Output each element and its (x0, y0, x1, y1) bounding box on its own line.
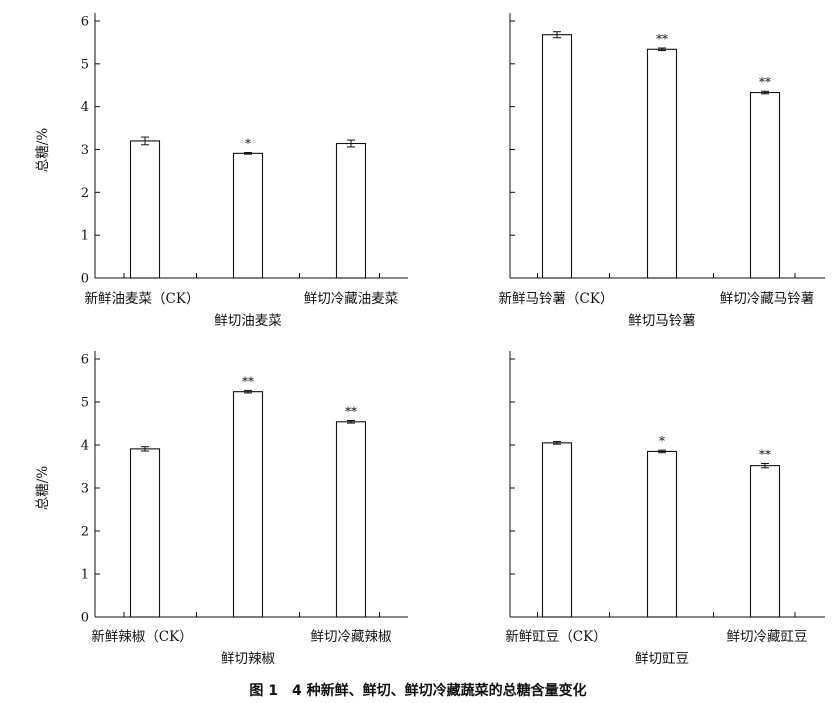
error-bar (347, 139, 355, 148)
x-category-label: 鲜切冷藏豇豆 (727, 629, 808, 645)
significance-mark: * (245, 136, 251, 150)
x-category-label: 鲜切冷藏马铃薯 (720, 291, 815, 307)
significance-mark: ** (345, 404, 357, 418)
bar (232, 391, 264, 618)
error-bar (141, 136, 149, 146)
y-tick-label: 0 (81, 272, 89, 287)
bar (749, 91, 781, 279)
y-tick-label: 6 (81, 353, 89, 368)
bar (646, 48, 678, 279)
bar (749, 465, 781, 618)
x-category-label: 新鲜辣椒（CK） (91, 629, 192, 645)
error-bar (761, 462, 769, 469)
x-category-label: 新鲜马铃薯（CK） (499, 291, 614, 307)
y-tick-label: 3 (81, 143, 89, 158)
error-bar (141, 446, 149, 452)
error-bar (658, 449, 666, 454)
bar (335, 142, 367, 279)
x-category-label: 新鲜油麦菜（CK） (85, 291, 200, 307)
error-bar (244, 151, 252, 155)
bar (646, 450, 678, 618)
y-tick-label: 6 (81, 15, 89, 30)
error-bar (347, 419, 355, 424)
error-bar (244, 389, 252, 394)
x-category-label: 鲜切油麦菜 (214, 313, 282, 329)
y-axis-label: 总糖/% (35, 466, 51, 511)
y-tick-label: 3 (81, 482, 89, 497)
significance-mark: ** (759, 75, 771, 89)
y-tick-label: 5 (81, 396, 89, 411)
y-tick-label: 4 (81, 100, 89, 115)
y-tick-label: 1 (81, 229, 89, 244)
error-bar (658, 47, 666, 52)
x-category-label: 鲜切豇豆 (635, 651, 689, 667)
bar (541, 34, 573, 279)
significance-mark: ** (242, 374, 254, 388)
x-category-label: 鲜切冷藏辣椒 (311, 629, 392, 645)
y-tick-label: 1 (81, 568, 89, 583)
y-tick-label: 2 (81, 525, 89, 540)
y-tick-label: 4 (81, 439, 89, 454)
chart-panel-1: 0 1 2 3 4 5 6 总糖/% * 新鲜油麦菜（CK） 鲜切油麦菜 鲜切冷藏油麦菜 (35, 13, 408, 329)
significance-mark: ** (759, 447, 771, 461)
x-category-label: 鲜切冷藏油麦菜 (304, 291, 399, 307)
error-bar (553, 31, 561, 39)
bar (541, 442, 573, 618)
error-bar (553, 441, 561, 445)
x-category-label: 鲜切辣椒 (221, 651, 275, 667)
x-category-label: 鲜切马铃薯 (628, 313, 696, 329)
significance-mark: * (659, 434, 665, 448)
bar (335, 421, 367, 618)
chart-panel-2: ** ** 新鲜马铃薯（CK） 鲜切马铃薯 鲜切冷藏马铃薯 (499, 13, 825, 329)
significance-mark: ** (656, 32, 668, 46)
error-bar (761, 90, 769, 95)
figure-caption: 图 1 4 种新鲜、鲜切、鲜切冷藏蔬菜的总糖含量变化 (249, 683, 587, 699)
bar (232, 152, 264, 279)
bar (129, 140, 161, 279)
x-category-label: 新鲜豇豆（CK） (505, 629, 606, 645)
y-axis-label: 总糖/% (35, 128, 51, 173)
bar (129, 448, 161, 618)
y-tick-label: 0 (81, 611, 89, 626)
y-tick-label: 2 (81, 186, 89, 201)
chart-panel-3: 0 1 2 3 4 5 6 总糖/% ** ** 新鲜辣椒（CK） 鲜切辣椒 鲜切冷藏辣椒 (35, 351, 408, 667)
y-tick-label: 5 (81, 57, 89, 72)
